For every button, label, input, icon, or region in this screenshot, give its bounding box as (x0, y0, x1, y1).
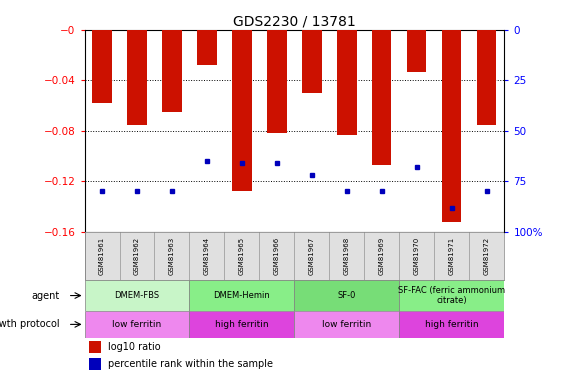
Bar (399, 311, 504, 338)
Text: low ferritin: low ferritin (113, 320, 161, 329)
Bar (162, 30, 182, 112)
Text: GSM81970: GSM81970 (414, 237, 420, 275)
Text: growth protocol: growth protocol (0, 320, 59, 329)
Text: DMEM-FBS: DMEM-FBS (114, 291, 160, 300)
Text: GSM81971: GSM81971 (449, 237, 455, 275)
Bar (267, 30, 286, 134)
Bar (92, 30, 111, 103)
Text: high ferritin: high ferritin (215, 320, 269, 329)
Text: GSM81969: GSM81969 (379, 237, 385, 275)
Bar (85, 280, 189, 311)
Bar (294, 311, 399, 338)
Text: GSM81964: GSM81964 (204, 237, 210, 275)
Bar (302, 30, 321, 93)
Text: GSM81967: GSM81967 (309, 237, 315, 275)
Bar (127, 30, 146, 124)
Bar (442, 30, 461, 222)
Bar (294, 280, 399, 311)
Text: GSM81968: GSM81968 (344, 237, 350, 275)
Bar (189, 311, 294, 338)
Bar (89, 358, 101, 370)
Text: GSM81966: GSM81966 (274, 237, 280, 275)
Text: log10 ratio: log10 ratio (108, 342, 160, 352)
Bar (372, 30, 392, 165)
Text: low ferritin: low ferritin (322, 320, 371, 329)
Bar (407, 30, 426, 72)
Text: GSM81961: GSM81961 (99, 237, 105, 275)
Text: GSM81965: GSM81965 (239, 237, 245, 275)
Text: SF-0: SF-0 (338, 291, 356, 300)
Bar (197, 30, 217, 65)
Bar (337, 30, 356, 135)
Bar (232, 30, 251, 192)
Text: agent: agent (31, 291, 59, 300)
Title: GDS2230 / 13781: GDS2230 / 13781 (233, 15, 356, 29)
Text: GSM81962: GSM81962 (134, 237, 140, 275)
Text: percentile rank within the sample: percentile rank within the sample (108, 359, 273, 369)
Bar (89, 341, 101, 353)
Text: SF-FAC (ferric ammonium
citrate): SF-FAC (ferric ammonium citrate) (398, 286, 505, 305)
Bar (85, 311, 189, 338)
Text: GSM81972: GSM81972 (484, 237, 490, 275)
Bar (399, 280, 504, 311)
Text: high ferritin: high ferritin (425, 320, 479, 329)
Text: DMEM-Hemin: DMEM-Hemin (213, 291, 271, 300)
Bar (189, 280, 294, 311)
Bar (477, 30, 496, 124)
Text: GSM81963: GSM81963 (169, 237, 175, 275)
